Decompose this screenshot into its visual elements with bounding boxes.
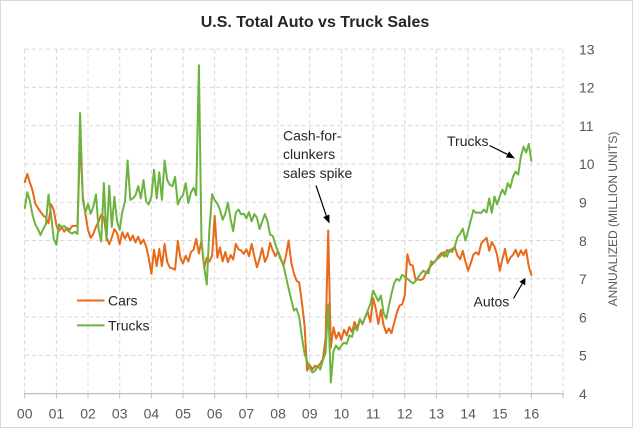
svg-text:11: 11 bbox=[366, 406, 381, 422]
svg-text:13: 13 bbox=[429, 406, 445, 422]
svg-text:Autos: Autos bbox=[474, 294, 510, 310]
svg-text:14: 14 bbox=[460, 406, 476, 422]
svg-text:03: 03 bbox=[112, 406, 128, 422]
svg-text:clunkers: clunkers bbox=[283, 146, 335, 162]
svg-text:U.S. Total Auto vs Truck Sales: U.S. Total Auto vs Truck Sales bbox=[201, 14, 430, 31]
svg-text:10: 10 bbox=[579, 156, 595, 172]
svg-text:5: 5 bbox=[579, 348, 587, 364]
svg-text:08: 08 bbox=[270, 406, 286, 422]
svg-text:11: 11 bbox=[579, 118, 594, 134]
svg-text:15: 15 bbox=[492, 406, 508, 422]
svg-text:sales spike: sales spike bbox=[283, 165, 352, 181]
svg-text:12: 12 bbox=[579, 80, 595, 96]
svg-text:8: 8 bbox=[579, 233, 587, 249]
svg-text:07: 07 bbox=[239, 406, 255, 422]
svg-text:16: 16 bbox=[524, 406, 540, 422]
svg-text:Trucks: Trucks bbox=[447, 133, 488, 149]
svg-text:ANNUALIZED (MILLION UNITS): ANNUALIZED (MILLION UNITS) bbox=[606, 132, 620, 307]
svg-text:9: 9 bbox=[579, 195, 587, 211]
svg-text:7: 7 bbox=[579, 271, 587, 287]
svg-text:Trucks: Trucks bbox=[108, 317, 149, 333]
svg-text:Cars: Cars bbox=[108, 293, 138, 309]
svg-text:00: 00 bbox=[17, 406, 33, 422]
svg-text:04: 04 bbox=[144, 406, 160, 422]
svg-text:4: 4 bbox=[579, 386, 587, 402]
svg-text:01: 01 bbox=[49, 406, 65, 422]
svg-text:09: 09 bbox=[302, 406, 318, 422]
svg-text:12: 12 bbox=[397, 406, 413, 422]
svg-text:02: 02 bbox=[80, 406, 96, 422]
svg-text:05: 05 bbox=[175, 406, 191, 422]
svg-text:13: 13 bbox=[579, 41, 595, 57]
svg-text:6: 6 bbox=[579, 309, 587, 325]
svg-text:10: 10 bbox=[334, 406, 350, 422]
svg-text:06: 06 bbox=[207, 406, 223, 422]
svg-text:Cash-for-: Cash-for- bbox=[283, 127, 342, 143]
